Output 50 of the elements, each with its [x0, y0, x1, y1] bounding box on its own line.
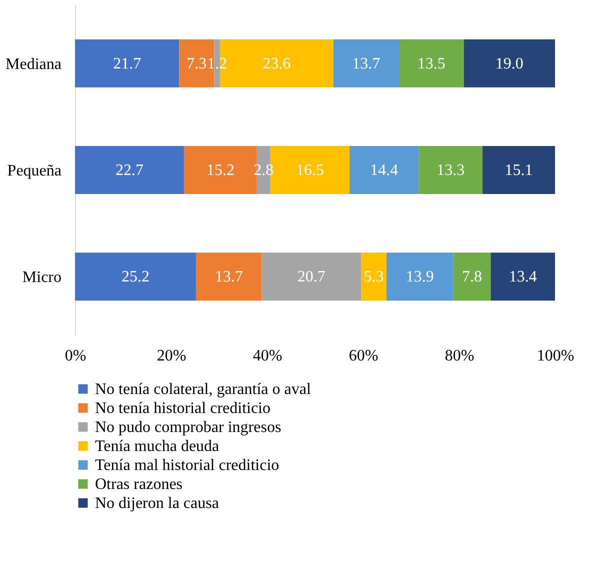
bar: [75, 39, 180, 88]
x-tick-label: 40%: [252, 348, 282, 364]
data-label: 15.2: [206, 162, 234, 179]
bar: [418, 146, 483, 194]
bar: [75, 146, 184, 194]
data-label: 13.7: [214, 268, 243, 286]
x-tick-label: 0%: [64, 348, 86, 364]
legend-label: No dijeron la causa: [95, 495, 219, 512]
bar: [482, 146, 555, 194]
legend-label: No tenía historial crediticio: [95, 400, 270, 417]
data-label: 7.8: [462, 268, 482, 286]
bar: [75, 252, 196, 301]
data-label: 20.7: [297, 268, 326, 286]
x-tick-label: 60%: [348, 348, 378, 364]
x-tick-label: 20%: [156, 348, 186, 364]
legend-label: Otras razones: [95, 476, 183, 493]
bar: [196, 252, 262, 301]
y-tick-label: Micro: [22, 269, 62, 286]
legend-label: Tenía mucha deuda: [95, 438, 220, 455]
data-label: 15.1: [504, 162, 533, 179]
data-label: 23.6: [262, 55, 291, 72]
bar: [350, 146, 419, 194]
legend-label: No tenía colateral, garantía o aval: [95, 381, 312, 398]
x-tick-label: 80%: [444, 348, 474, 364]
bar: [453, 252, 491, 301]
y-tick-label: Pequeña: [7, 162, 62, 180]
bar: [399, 39, 464, 88]
bar: [464, 39, 555, 88]
data-label: 25.2: [121, 268, 150, 286]
data-label: 14.4: [370, 162, 398, 179]
bar: [361, 252, 387, 301]
data-label: 5.3: [364, 268, 384, 286]
legend-label: No pudo comprobar ingresos: [95, 419, 282, 436]
bar: [386, 252, 454, 301]
legend-label: Tenía mal historial crediticio: [95, 457, 280, 474]
data-label: 13.7: [352, 55, 380, 72]
y-tick-label: Mediana: [6, 56, 62, 73]
data-label: 7.3: [186, 55, 207, 72]
data-label: 13.5: [417, 55, 446, 72]
data-label: 16.5: [296, 162, 324, 179]
data-label: 13.4: [508, 268, 537, 286]
x-tick-label: 100%: [536, 348, 574, 364]
data-label: 22.7: [115, 162, 144, 179]
data-label: 21.7: [113, 55, 142, 72]
data-label: 19.0: [495, 55, 524, 72]
data-label: 13.3: [436, 162, 465, 179]
bar: [262, 252, 362, 301]
bar: [333, 39, 399, 88]
bar: [490, 252, 555, 301]
data-label: 13.9: [406, 268, 434, 286]
